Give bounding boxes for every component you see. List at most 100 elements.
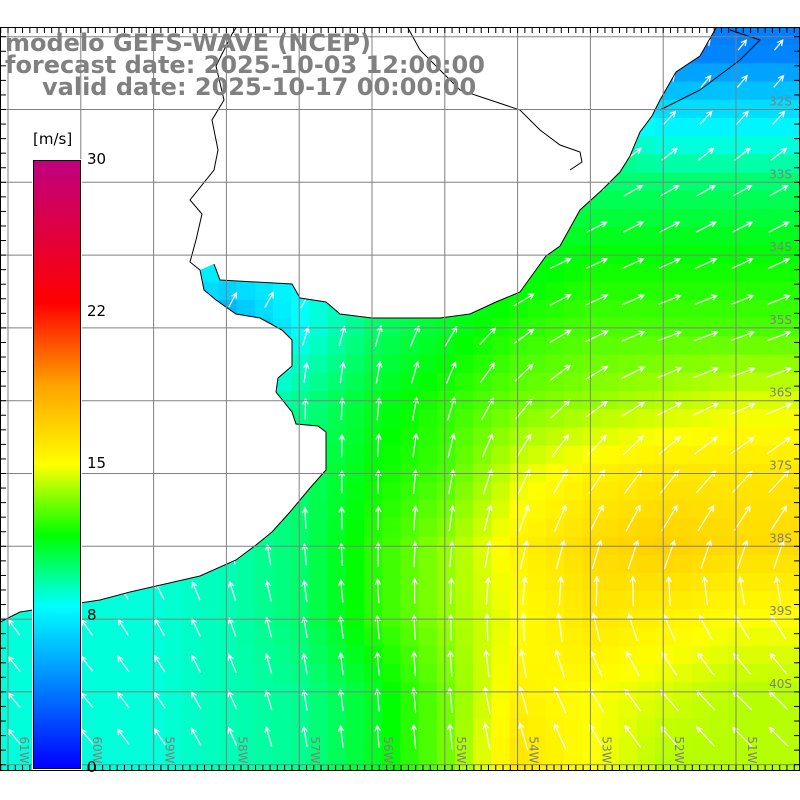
speed-cell <box>582 482 602 501</box>
speed-cell <box>782 645 800 665</box>
wind-arrow <box>696 726 716 747</box>
wind-arrow <box>732 652 752 675</box>
speed-cell <box>782 718 800 738</box>
speed-cell <box>600 336 620 356</box>
speed-cell <box>327 409 347 428</box>
wind-arrow <box>374 687 381 712</box>
colorbar-label-0: 0 <box>87 758 97 776</box>
speed-cell <box>182 700 201 720</box>
speed-cell <box>145 736 165 756</box>
speed-cell <box>163 591 183 610</box>
wind-arrow <box>375 396 383 421</box>
speed-cell <box>182 755 201 771</box>
speed-cell <box>728 700 747 720</box>
speed-cell <box>709 300 729 319</box>
speed-cell <box>455 627 474 647</box>
speed-cell <box>364 700 383 720</box>
speed-cell <box>491 664 511 683</box>
wind-arrow <box>516 433 532 458</box>
speed-cell <box>764 554 784 574</box>
speed-cell <box>327 755 347 771</box>
speed-cell <box>709 500 729 519</box>
speed-cell <box>436 354 456 374</box>
speed-cell <box>527 354 547 374</box>
speed-cell <box>618 554 638 574</box>
speed-cell <box>254 554 274 574</box>
speed-cell <box>691 573 711 592</box>
speed-cell <box>400 518 420 538</box>
speed-cell <box>382 372 401 392</box>
speed-cell <box>291 700 310 720</box>
speed-cell <box>382 664 401 683</box>
wind-arrow <box>301 542 309 566</box>
wind-arrow <box>661 147 679 161</box>
speed-cell <box>764 755 784 771</box>
speed-cell <box>309 482 329 501</box>
wind-arrow <box>227 653 237 674</box>
speed-cell <box>236 554 256 574</box>
wind-arrow <box>737 575 745 606</box>
speed-cell <box>618 354 638 374</box>
wind-arrow <box>624 688 642 712</box>
wind-arrow <box>766 330 792 342</box>
speed-cell <box>491 427 511 447</box>
speed-cell <box>655 645 674 665</box>
speed-cell <box>782 445 800 465</box>
speed-cell <box>728 354 747 374</box>
wind-arrow <box>623 184 644 197</box>
speed-cell <box>546 700 565 720</box>
speed-cell <box>455 427 474 447</box>
speed-cell <box>673 263 693 283</box>
wind-arrow <box>518 721 529 751</box>
speed-cell <box>582 627 602 647</box>
speed-cell <box>582 427 602 447</box>
speed-cell <box>455 736 474 756</box>
wind-arrow <box>519 539 530 569</box>
wind-arrow <box>190 727 202 746</box>
speed-cell <box>746 554 765 574</box>
wind-arrow <box>766 436 792 455</box>
speed-cell <box>546 664 565 683</box>
speed-cell <box>273 627 292 647</box>
speed-cell <box>728 427 747 447</box>
speed-cell <box>655 354 674 374</box>
speed-cell <box>145 700 165 720</box>
wind-arrow <box>264 689 273 711</box>
speed-cell <box>655 482 674 501</box>
speed-cell <box>364 482 383 501</box>
speed-cell <box>764 136 784 155</box>
wind-arrow <box>483 504 493 532</box>
wind-arrow <box>117 655 130 673</box>
speed-cell <box>364 409 383 428</box>
speed-cell <box>764 354 784 374</box>
speed-cell <box>691 354 711 374</box>
wind-arrow <box>769 184 789 197</box>
speed-cell <box>400 700 420 720</box>
wind-arrow <box>301 652 308 675</box>
speed-cell <box>618 500 638 519</box>
speed-cell <box>582 209 602 228</box>
speed-cell <box>18 736 37 756</box>
wind-arrow <box>549 329 572 344</box>
wind-arrow <box>694 436 718 455</box>
wind-arrow <box>338 433 346 457</box>
speed-cell <box>0 627 19 647</box>
speed-cell <box>400 718 420 738</box>
lon-label: 52W <box>672 736 686 763</box>
speed-cell <box>145 664 165 683</box>
speed-cell <box>709 664 729 683</box>
wind-arrow <box>731 258 754 269</box>
speed-cell <box>728 627 747 647</box>
speed-cell <box>163 627 183 647</box>
speed-cell <box>491 300 511 319</box>
speed-cell <box>673 445 693 465</box>
speed-cell <box>655 281 674 301</box>
speed-cell <box>418 409 438 428</box>
speed-cell <box>127 645 147 665</box>
speed-cell <box>782 482 800 501</box>
wind-arrow <box>264 291 274 308</box>
wind-arrow <box>191 654 202 673</box>
speed-cell <box>273 736 292 756</box>
wind-arrow <box>697 147 715 161</box>
speed-cell <box>345 573 365 592</box>
